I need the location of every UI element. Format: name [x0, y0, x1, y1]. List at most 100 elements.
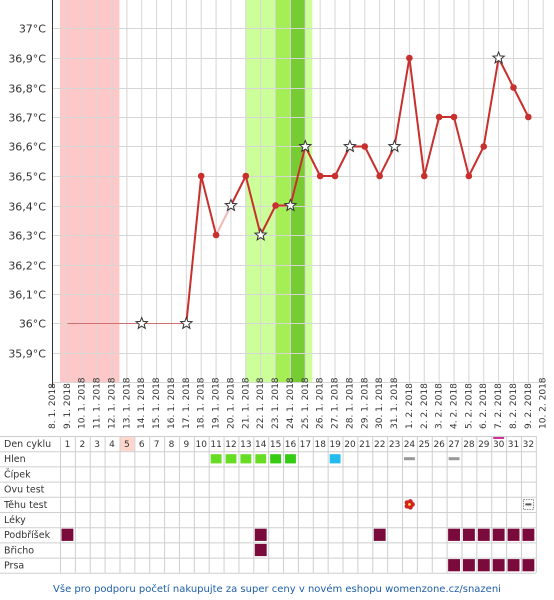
hlen-cell [329, 454, 341, 464]
hlen-cell [285, 454, 296, 464]
x-tick-label: 4. 2. 2018 [449, 383, 459, 429]
series-segment [289, 146, 307, 206]
data-point [316, 172, 324, 180]
hlen-dash [404, 457, 415, 461]
flower-center [408, 503, 411, 506]
bricho-mark [254, 543, 267, 557]
cycle-day-number: 11 [210, 440, 221, 450]
x-tick-label: 16. 1. 2018 [167, 377, 177, 429]
data-point-star [342, 139, 357, 153]
podbrisek-mark [477, 528, 490, 541]
data-point-star [179, 316, 194, 330]
cycle-day-number: 27 [448, 440, 459, 450]
cycle-day-number: 16 [285, 440, 297, 450]
prsa-mark [462, 559, 475, 572]
data-point-star [387, 139, 402, 153]
data-point [242, 172, 250, 180]
table-row-label: Břicho [4, 545, 34, 556]
cycle-day-number: 4 [109, 440, 115, 450]
podbrisek-mark [522, 528, 535, 541]
data-point-star [253, 227, 268, 241]
period-band [59, 0, 120, 383]
cycle-day-number: 17 [300, 440, 311, 450]
cycle-day-number: 9 [184, 440, 190, 450]
podbrisek-mark [492, 528, 505, 541]
cycle-day-number: 2 [79, 440, 85, 450]
hlen-cell [225, 454, 237, 464]
y-tick-label: 36,9°C [8, 53, 46, 66]
podbrisek-mark [507, 528, 520, 541]
series-segment [393, 57, 411, 147]
table-row-label: Léky [4, 515, 26, 526]
today-marker [493, 437, 505, 439]
table-row-label: Čípek [4, 468, 31, 480]
cycle-day-number: 14 [255, 440, 267, 450]
table-row-label: Hlen [4, 454, 26, 465]
cycle-day-number: 18 [314, 440, 326, 450]
test-strip-icon [523, 498, 534, 510]
x-tick-label: 31. 1. 2018 [390, 377, 400, 429]
hlen-cell [255, 454, 267, 464]
x-tick-label: 23. 1. 2018 [271, 377, 281, 429]
cycle-day-number: 26 [433, 440, 445, 450]
table-row-label: Podbříšek [4, 530, 51, 541]
cycle-day-number: 10 [196, 440, 208, 450]
cycle-day-number: 29 [478, 440, 490, 450]
y-tick-label: 36,5°C [8, 171, 46, 184]
podbrisek-mark [448, 528, 460, 541]
cycle-day-number: 24 [404, 440, 416, 450]
data-point-star [298, 139, 313, 153]
series-segment [334, 146, 351, 177]
data-point [376, 172, 383, 180]
series-segment [482, 57, 500, 147]
data-point-star [491, 50, 506, 64]
x-tick-label: 22. 1. 2018 [256, 377, 266, 429]
cycle-day-number: 21 [359, 440, 370, 450]
x-tick-label: 19. 1. 2018 [212, 377, 222, 429]
data-point-star [283, 198, 298, 212]
data-point [361, 143, 369, 150]
data-point [406, 54, 413, 62]
cycle-day-number: 8 [169, 440, 175, 450]
podbrisek-mark [61, 528, 74, 541]
table-row-label: Ovu test [4, 485, 45, 496]
cycle-day-number: 1 [65, 440, 71, 450]
prsa-mark [522, 559, 535, 572]
ovulation-band [289, 0, 305, 383]
x-tick-label: 21. 1. 2018 [241, 377, 251, 429]
cycle-day-number: 32 [523, 440, 534, 450]
podbrisek-mark [254, 528, 267, 541]
cycle-day-number: 7 [154, 440, 160, 450]
x-tick-label: 8. 2. 2018 [509, 383, 519, 429]
promo-link[interactable]: Vše pro podporu početí nakupujte za supe… [53, 584, 501, 595]
cycle-day-number: 20 [344, 440, 356, 450]
x-tick-label: 30. 1. 2018 [375, 377, 385, 429]
x-tick-label: 24. 1. 2018 [286, 377, 296, 429]
data-point [272, 202, 279, 209]
prsa-mark [507, 559, 520, 572]
x-tick-label: 15. 1. 2018 [152, 377, 162, 429]
series-segment [304, 146, 322, 177]
y-tick-label: 35,9°C [8, 348, 46, 361]
hlen-cell [240, 454, 252, 464]
y-tick-label: 37°C [19, 23, 46, 36]
x-tick-label: 12. 1. 2018 [107, 377, 117, 429]
x-tick-label: 13. 1. 2018 [122, 377, 132, 429]
series-segment [423, 116, 441, 177]
data-point [510, 84, 517, 91]
series-segment [497, 57, 515, 88]
podbrisek-mark [462, 528, 475, 541]
x-tick-label: 6. 2. 2018 [479, 383, 489, 429]
cycle-day-number: 15 [270, 440, 281, 450]
cycle-day-number: 19 [329, 440, 341, 450]
x-tick-label: 8. 1. 2018 [48, 383, 58, 429]
data-point [450, 113, 458, 121]
prsa-mark [492, 559, 505, 572]
data-point-star [134, 316, 149, 330]
x-tick-label: 10. 1. 2018 [78, 377, 88, 429]
prsa-mark [477, 559, 490, 572]
x-tick-label: 3. 2. 2018 [435, 383, 445, 429]
series-segment [453, 116, 470, 177]
data-point [465, 172, 473, 180]
